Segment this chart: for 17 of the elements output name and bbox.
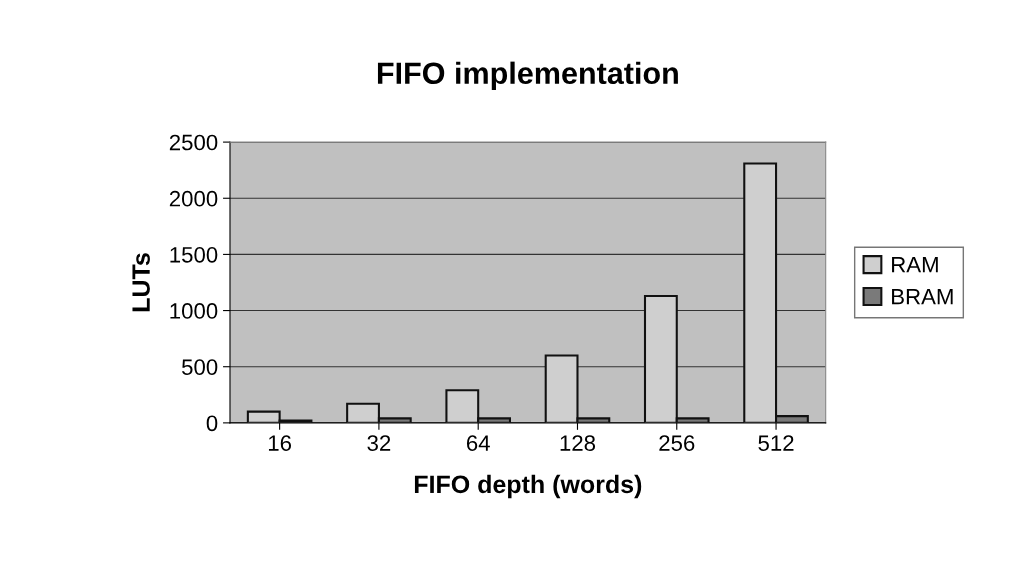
x-tick-label: 64	[466, 435, 490, 451]
x-tick-label: 256	[659, 435, 695, 451]
x-axis-title: FIFO depth (words)	[414, 474, 642, 499]
x-tick-label: 128	[560, 435, 596, 451]
chart-title: FIFO implementation	[377, 61, 678, 91]
x-tick-label: 512	[758, 435, 794, 451]
legend-label: RAM	[892, 257, 938, 273]
legend-label: BRAM	[892, 288, 953, 305]
y-tick-label: 1500	[170, 246, 218, 263]
y-tick-label: 1000	[170, 303, 218, 319]
y-axis-title: LUTs	[132, 253, 150, 312]
x-tick-label: 16	[268, 435, 292, 451]
y-tick-label: 2500	[169, 134, 218, 151]
y-tick-label: 0	[206, 415, 218, 432]
y-tick-label: 2000	[169, 190, 218, 207]
x-tick-label: 32	[367, 435, 391, 451]
y-tick-label: 500	[182, 359, 218, 375]
